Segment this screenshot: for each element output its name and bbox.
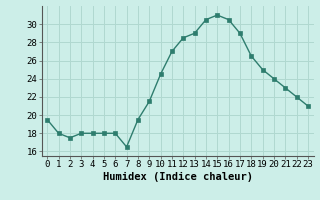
X-axis label: Humidex (Indice chaleur): Humidex (Indice chaleur) [103,172,252,182]
